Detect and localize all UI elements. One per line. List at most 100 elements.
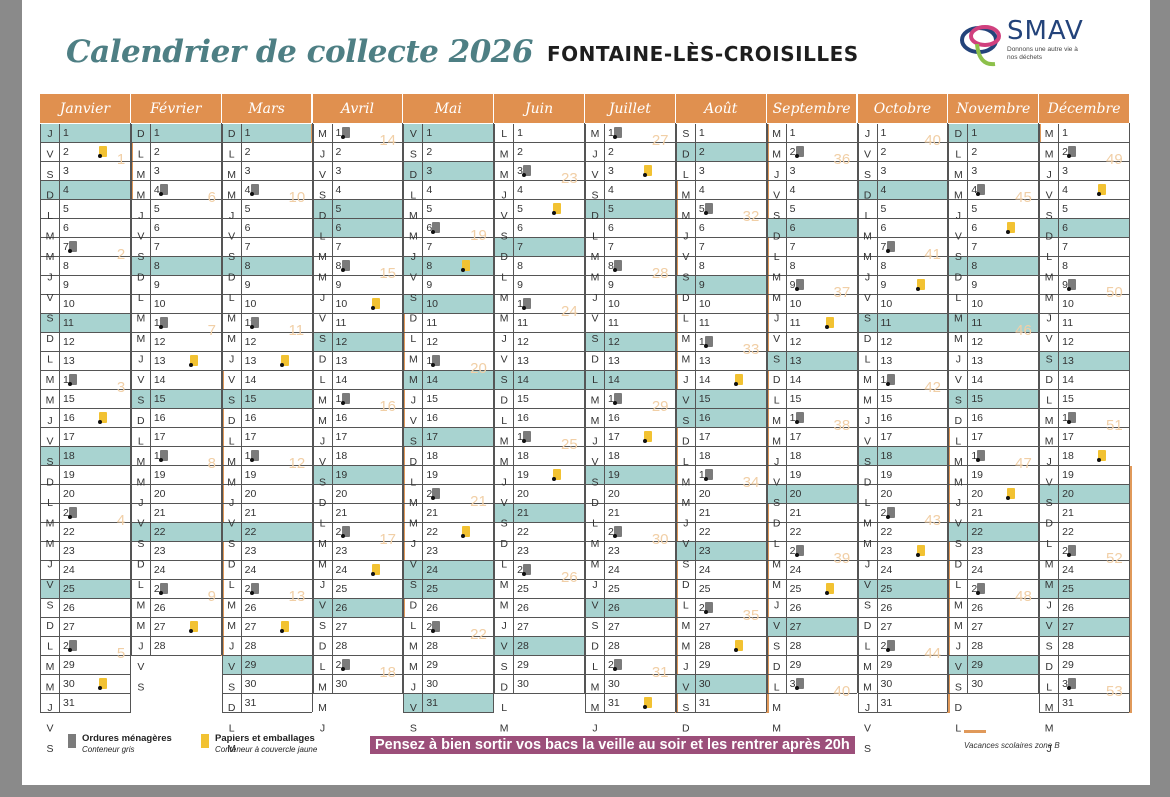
day-row: 4: [403, 181, 495, 200]
calendar-page: Calendrier de collecte 2026 FONTAINE-LÈS…: [22, 0, 1150, 785]
day-number: 7: [880, 241, 887, 253]
gray-bin-icon: [249, 184, 259, 196]
week-number: 26: [561, 569, 578, 586]
day-number: 1: [971, 127, 978, 139]
day-number: 15: [789, 393, 802, 405]
weekday-divider: [967, 561, 969, 579]
day-number: 17: [335, 431, 348, 443]
weekday-divider: [694, 409, 696, 427]
weekday-divider: [694, 333, 696, 351]
weekday-divider: [785, 675, 787, 693]
weekday-divider: [604, 143, 605, 161]
weekday-divider: [967, 295, 969, 313]
weekday-divider: [604, 238, 605, 256]
day-number: 12: [63, 336, 75, 348]
day-row: 7: [403, 238, 495, 257]
weekday-divider: [513, 200, 515, 218]
day-number: 14: [517, 374, 529, 386]
day-number: 3: [63, 165, 69, 177]
gray-bin-icon: [522, 431, 532, 443]
month-header-11: Décembre: [1039, 94, 1130, 123]
weekday-divider: [967, 219, 969, 237]
gray-bin-icon: [1067, 279, 1077, 291]
legend-gray-sub: Conteneur gris: [82, 745, 135, 754]
weekday-letters-column: VSDLMMJVSDLMMJVSDLMMJVSDLMMJVSD: [407, 128, 420, 764]
day-row: 2: [1039, 143, 1130, 162]
day-row: 22: [221, 523, 313, 542]
day-number: 4: [971, 184, 978, 196]
weekday-divider: [694, 694, 696, 712]
yellow-bin-icon: [279, 355, 289, 367]
gray-bin-icon: [68, 241, 77, 253]
weekday-divider: [240, 542, 242, 560]
day-row: 17: [40, 428, 131, 447]
column-border: [1129, 123, 1130, 712]
week-number: 50: [1106, 284, 1123, 301]
day-number: 9: [789, 279, 796, 291]
day-number: 25: [698, 583, 711, 595]
day-row: 1: [312, 124, 404, 143]
day-row: 14: [40, 371, 131, 390]
yellow-bin-icon: [98, 412, 107, 424]
day-number: 1: [244, 127, 251, 139]
day-number: 18: [698, 450, 711, 462]
weekday-divider: [331, 371, 333, 389]
day-number: 16: [880, 412, 893, 424]
month-header-2: Mars: [221, 94, 313, 123]
day-number: 30: [426, 678, 439, 690]
day-row: 30: [948, 675, 1040, 694]
day-number: 24: [880, 564, 893, 576]
day-row: 15: [221, 390, 313, 409]
day-row: 22: [948, 523, 1040, 542]
day-row: 14: [494, 371, 585, 390]
weekday-divider: [785, 143, 787, 161]
weekday-divider: [1058, 504, 1060, 522]
day-number: 10: [880, 298, 893, 310]
weekday-divider: [149, 390, 151, 408]
day-row: 14: [1039, 371, 1130, 390]
gray-bin-icon: [249, 583, 259, 595]
day-number: 11: [517, 317, 529, 329]
weekday-divider: [967, 485, 969, 503]
day-row: 4: [857, 181, 949, 200]
day-number: 19: [153, 469, 166, 481]
day-number: 14: [335, 374, 348, 386]
day-number: 23: [244, 545, 257, 557]
gray-bin-icon: [613, 260, 622, 272]
weekday-divider: [331, 181, 333, 199]
day-number: 18: [880, 450, 893, 462]
weekday-divider: [331, 295, 333, 313]
weekday-divider: [604, 409, 605, 427]
day-row: 8: [766, 257, 858, 276]
day-row: 13: [221, 352, 313, 371]
day-number: 11: [245, 314, 256, 332]
weekday-divider: [785, 371, 787, 389]
day-row: 30: [494, 675, 585, 694]
day-number: 19: [789, 469, 802, 481]
day-number: 4: [880, 184, 887, 196]
day-number: 11: [789, 317, 801, 329]
day-number: 13: [971, 355, 984, 367]
day-row: 30: [766, 675, 858, 694]
weekday-divider: [149, 371, 151, 389]
weekday-divider: [967, 162, 969, 180]
day-row: 2: [948, 143, 1040, 162]
day-number: 14: [153, 374, 166, 386]
day-number: 31: [1062, 697, 1074, 709]
day-row: 5: [948, 200, 1040, 219]
weekday-divider: [1058, 124, 1060, 142]
day-row: 7: [221, 238, 313, 257]
day-row: 29: [766, 656, 858, 675]
day-number: 4: [1062, 184, 1068, 196]
day-row: 4: [766, 181, 858, 200]
day-row: 20: [948, 485, 1040, 504]
day-row: 13: [130, 352, 222, 371]
weekday-divider: [604, 390, 605, 408]
day-row: 6: [40, 219, 131, 238]
weekday-divider: [1058, 162, 1060, 180]
weekday-divider: [422, 390, 424, 408]
weekday-divider: [785, 314, 787, 332]
day-number: 10: [335, 298, 348, 310]
day-row: 1: [130, 124, 222, 143]
weekday-divider: [876, 485, 878, 503]
